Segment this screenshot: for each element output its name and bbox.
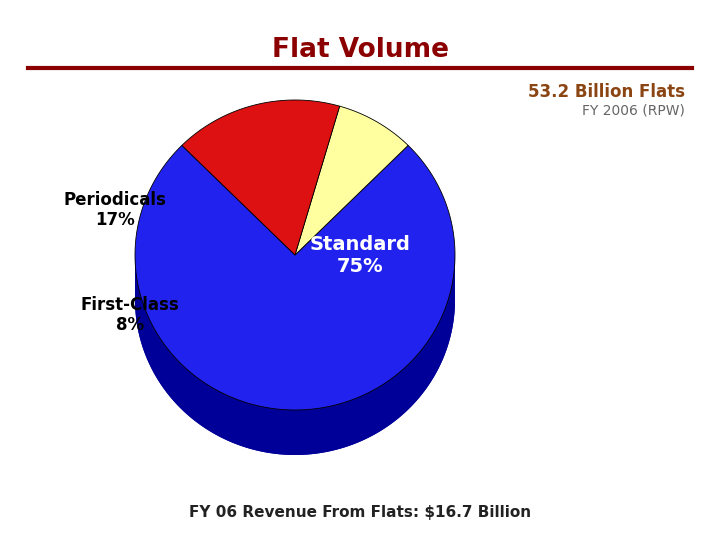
Text: 53.2 Billion Flats: 53.2 Billion Flats: [528, 83, 685, 101]
Polygon shape: [135, 145, 455, 455]
Polygon shape: [295, 255, 455, 300]
Text: FY 06 Revenue From Flats: $16.7 Billion: FY 06 Revenue From Flats: $16.7 Billion: [189, 504, 531, 519]
Polygon shape: [135, 145, 455, 410]
Text: Flat Volume: Flat Volume: [271, 37, 449, 63]
Text: Standard
75%: Standard 75%: [310, 234, 410, 275]
Text: FY 2006 (RPW): FY 2006 (RPW): [582, 103, 685, 117]
Text: First-Class
8%: First-Class 8%: [81, 295, 179, 334]
Polygon shape: [182, 100, 340, 255]
Text: Periodicals
17%: Periodicals 17%: [63, 191, 166, 229]
Polygon shape: [135, 255, 455, 455]
Polygon shape: [135, 255, 295, 300]
Polygon shape: [295, 106, 408, 255]
